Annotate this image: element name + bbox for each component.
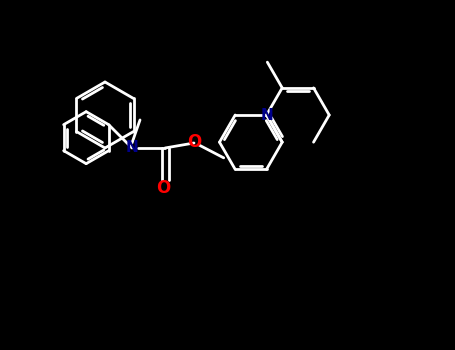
Text: O: O [187, 133, 201, 151]
Text: N: N [260, 107, 273, 122]
Text: O: O [156, 179, 170, 197]
Text: N: N [126, 140, 138, 155]
